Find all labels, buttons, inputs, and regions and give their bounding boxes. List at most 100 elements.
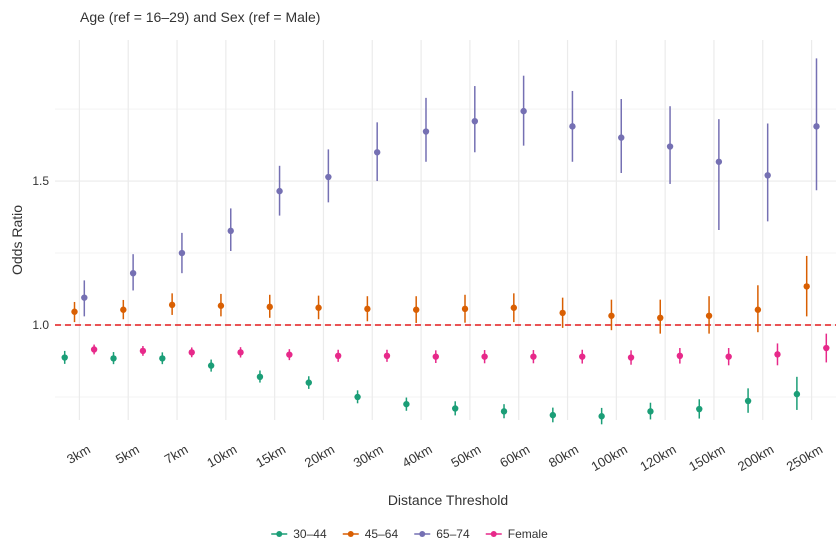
point <box>207 362 215 369</box>
point <box>373 149 381 156</box>
point <box>813 123 820 130</box>
point <box>266 303 273 311</box>
x-tick-label: 3km <box>64 442 93 467</box>
point <box>286 351 293 358</box>
point <box>276 187 283 195</box>
point <box>676 352 684 360</box>
point <box>129 269 137 277</box>
point <box>666 143 674 150</box>
point <box>744 397 752 405</box>
point <box>696 405 703 413</box>
point <box>354 393 361 401</box>
legend-label: 45–64 <box>365 527 399 541</box>
point <box>305 379 312 386</box>
legend-label: Female <box>508 527 548 541</box>
point <box>422 128 430 135</box>
point <box>764 172 771 179</box>
point <box>471 117 479 125</box>
point <box>217 302 225 309</box>
grid <box>55 40 836 420</box>
point <box>598 413 605 420</box>
point <box>188 349 195 356</box>
point <box>61 354 68 361</box>
point <box>120 306 127 313</box>
point <box>774 351 781 358</box>
point <box>237 349 244 356</box>
legend-key-point <box>276 531 283 537</box>
point <box>432 353 439 360</box>
legend-item: 65–74 <box>414 527 470 541</box>
point <box>793 390 801 398</box>
x-tick-label: 100km <box>589 442 630 475</box>
point <box>256 373 264 381</box>
x-tick-label: 10km <box>204 442 239 471</box>
point <box>178 249 186 257</box>
point <box>549 411 557 419</box>
point <box>334 352 342 360</box>
y-axis-title: Odds Ratio <box>9 205 25 275</box>
point <box>412 306 420 313</box>
series <box>71 255 810 334</box>
point <box>647 408 654 415</box>
point <box>227 227 234 235</box>
y-tick-label: 1.5 <box>32 174 49 188</box>
chart-title: Age (ref = 16–29) and Sex (ref = Male) <box>80 9 320 25</box>
legend-label: 65–74 <box>436 527 470 541</box>
point <box>823 344 830 352</box>
point <box>461 305 469 313</box>
point <box>725 353 732 360</box>
x-tick-label: 80km <box>546 442 581 471</box>
point <box>705 312 713 319</box>
point <box>139 347 147 355</box>
point <box>520 107 527 115</box>
point <box>364 305 371 313</box>
point <box>657 314 664 322</box>
point <box>530 353 537 360</box>
legend-key-point <box>347 531 354 537</box>
point <box>81 294 88 301</box>
legend-item: 30–44 <box>271 527 327 541</box>
point <box>754 306 762 313</box>
y-tick-label: 1.0 <box>32 318 49 332</box>
x-tick-label: 20km <box>302 442 337 471</box>
point <box>403 400 410 408</box>
point <box>383 352 391 360</box>
series <box>90 333 830 366</box>
x-tick-label: 7km <box>162 442 191 467</box>
x-tick-label: 150km <box>686 442 727 475</box>
point <box>569 123 576 130</box>
point <box>481 353 488 360</box>
x-tick-label: 40km <box>400 442 435 471</box>
point <box>627 354 635 361</box>
point <box>452 405 459 412</box>
point <box>315 304 322 311</box>
point <box>500 408 508 415</box>
point <box>559 309 566 317</box>
point <box>110 355 117 362</box>
point <box>608 312 615 319</box>
x-tick-label: 120km <box>637 442 678 475</box>
legend-item: 45–64 <box>342 527 399 541</box>
point <box>715 158 723 165</box>
x-tick-label: 200km <box>735 442 776 475</box>
legend-label: 30–44 <box>293 527 327 541</box>
series <box>61 350 801 425</box>
legend-key-point <box>419 531 426 537</box>
x-tick-label: 250km <box>784 442 825 475</box>
legend-key-point <box>490 531 497 537</box>
point <box>510 304 518 311</box>
x-tick-label: 50km <box>448 442 483 471</box>
point <box>159 355 166 362</box>
x-tick-label: 15km <box>253 442 288 471</box>
x-tick-label: 5km <box>113 442 142 467</box>
point <box>325 173 332 181</box>
point <box>579 353 586 360</box>
x-tick-label: 30km <box>351 442 386 471</box>
series <box>81 58 820 317</box>
x-axis-title: Distance Threshold <box>388 492 508 508</box>
point <box>71 308 78 315</box>
point <box>803 283 810 290</box>
x-tick-label: 60km <box>497 442 532 471</box>
